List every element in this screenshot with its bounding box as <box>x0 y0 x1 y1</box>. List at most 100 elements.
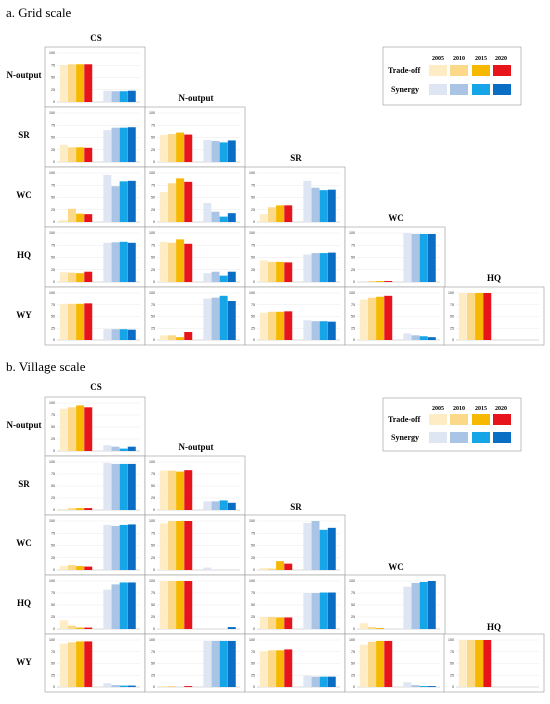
legend-b-year: 2010 <box>453 406 465 412</box>
y-tick-label: 75 <box>151 123 155 127</box>
tradeoff-bar <box>76 213 85 222</box>
tradeoff-swatch <box>429 65 447 76</box>
synergy-bar <box>419 336 428 340</box>
synergy-bar <box>127 329 136 340</box>
panel-b-hq-sr: 0 25 50 75 100 <box>244 574 346 635</box>
legend-b-swatches <box>429 414 511 443</box>
y-tick-label: 75 <box>251 650 255 654</box>
synergy-bar <box>111 463 120 510</box>
legend-b-year: 2020 <box>495 406 507 412</box>
synergy-bar <box>203 273 212 282</box>
y-tick-label: 0 <box>353 338 355 342</box>
tradeoff-bar <box>267 261 276 282</box>
tradeoff-bar <box>67 303 76 340</box>
y-tick-label: 50 <box>51 544 55 548</box>
y-tick-label: 0 <box>153 338 155 342</box>
section-a-col-label: WC <box>388 213 404 223</box>
synergy-bar <box>119 329 128 340</box>
tradeoff-bar <box>284 205 293 222</box>
tradeoff-bar <box>84 271 93 282</box>
y-tick-label: 100 <box>49 291 55 295</box>
tradeoff-swatch <box>429 414 447 425</box>
y-tick-label: 25 <box>51 556 55 560</box>
section-b-row-label: WY <box>16 657 32 667</box>
y-tick-label: 25 <box>450 673 454 677</box>
y-tick-label: 100 <box>149 579 155 583</box>
y-tick-label: 0 <box>53 508 55 512</box>
synergy-bar <box>411 685 420 687</box>
y-tick-label: 50 <box>151 315 155 319</box>
legend-a-year: 2010 <box>453 56 465 62</box>
synergy-bar <box>103 683 112 687</box>
panel-a-hq-cs: 0 25 50 75 100 <box>44 226 146 288</box>
y-tick-label: 25 <box>251 268 255 272</box>
tradeoff-bar <box>59 566 68 570</box>
y-tick-label: 50 <box>251 196 255 200</box>
tradeoff-bar <box>59 408 68 451</box>
section-a-row-label: N-output <box>6 70 41 80</box>
tradeoff-bar <box>76 508 85 510</box>
synergy-bar <box>111 525 120 570</box>
tradeoff-bar <box>259 651 268 687</box>
tradeoff-bar <box>359 623 368 629</box>
y-tick-label: 100 <box>349 231 355 235</box>
tradeoff-bar <box>67 642 76 687</box>
y-tick-label: 0 <box>53 160 55 164</box>
synergy-bar <box>311 521 320 570</box>
tradeoff-bar <box>176 337 185 340</box>
y-tick-label: 50 <box>151 662 155 666</box>
y-tick-label: 100 <box>49 171 55 175</box>
tradeoff-bar <box>384 281 393 282</box>
synergy-bar <box>219 275 228 282</box>
tradeoff-bar <box>84 64 93 102</box>
y-tick-label: 100 <box>349 638 355 642</box>
tradeoff-bar <box>159 581 168 629</box>
y-tick-label: 0 <box>53 338 55 342</box>
synergy-bar <box>111 446 120 451</box>
y-tick-label: 0 <box>452 338 454 342</box>
tradeoff-bar <box>267 617 276 629</box>
y-tick-label: 75 <box>51 591 55 595</box>
synergy-bar <box>303 180 312 222</box>
synergy-bar <box>119 241 128 282</box>
y-tick-label: 75 <box>51 123 55 127</box>
y-tick-label: 75 <box>251 243 255 247</box>
synergy-bar <box>319 253 328 282</box>
y-tick-label: 100 <box>249 171 255 175</box>
synergy-bar <box>127 446 136 451</box>
legend-b-synergy-label: Synergy <box>391 433 419 442</box>
y-tick-label: 50 <box>51 425 55 429</box>
y-tick-label: 25 <box>251 556 255 560</box>
synergy-bar <box>227 627 236 629</box>
section-b-row-label: WC <box>16 538 32 548</box>
synergy-bar <box>119 685 128 687</box>
y-tick-label: 100 <box>149 291 155 295</box>
y-tick-label: 0 <box>53 449 55 453</box>
y-tick-label: 50 <box>351 603 355 607</box>
y-tick-label: 50 <box>251 662 255 666</box>
synergy-bar <box>127 582 136 629</box>
synergy-bar <box>103 589 112 629</box>
y-tick-label: 100 <box>49 638 55 642</box>
synergy-bar <box>127 524 136 570</box>
panel-b-wy-noutput: 0 25 50 75 100 <box>144 633 246 693</box>
y-tick-label: 100 <box>49 579 55 583</box>
y-tick-label: 25 <box>151 268 155 272</box>
synergy-bar <box>227 140 236 162</box>
y-tick-label: 0 <box>53 568 55 572</box>
legend-a-tradeoff-label: Trade-off <box>388 66 421 75</box>
y-tick-label: 50 <box>351 256 355 260</box>
synergy-bar <box>303 675 312 687</box>
tradeoff-bar <box>76 566 85 570</box>
synergy-bar <box>211 211 220 222</box>
y-tick-label: 50 <box>251 315 255 319</box>
legend-b: 2005 2010 2015 2020 Trade-off Synergy <box>382 397 522 452</box>
y-tick-label: 100 <box>249 519 255 523</box>
synergy-bar <box>127 127 136 162</box>
y-tick-label: 0 <box>253 568 255 572</box>
synergy-bar <box>119 582 128 629</box>
synergy-bar <box>327 592 336 629</box>
synergy-bar <box>103 174 112 222</box>
synergy-bar <box>119 524 128 570</box>
synergy-bar <box>303 254 312 282</box>
